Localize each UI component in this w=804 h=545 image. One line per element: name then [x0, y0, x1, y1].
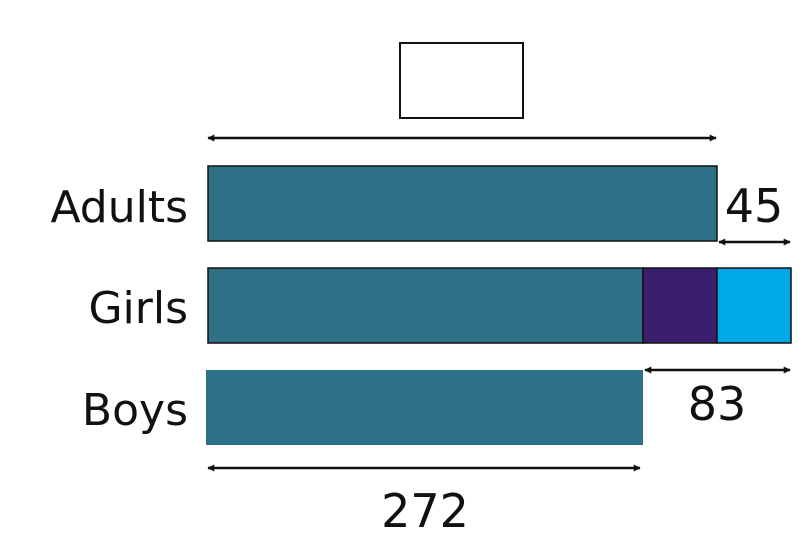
boys-length-label: 272 [381, 484, 469, 538]
girls-bar-blue-segment [716, 267, 792, 344]
adults-bar [207, 165, 718, 242]
adults-extra-label: 45 [725, 179, 784, 233]
boys-bar [206, 370, 643, 445]
row-label-boys: Boys [82, 385, 188, 436]
answer-box [399, 42, 524, 119]
girls-bar-purple-segment [642, 267, 718, 344]
row-label-adults: Adults [50, 182, 188, 233]
girls-bar-main [207, 267, 644, 344]
row-label-girls: Girls [88, 283, 188, 334]
girls-extra-label: 83 [688, 377, 747, 431]
